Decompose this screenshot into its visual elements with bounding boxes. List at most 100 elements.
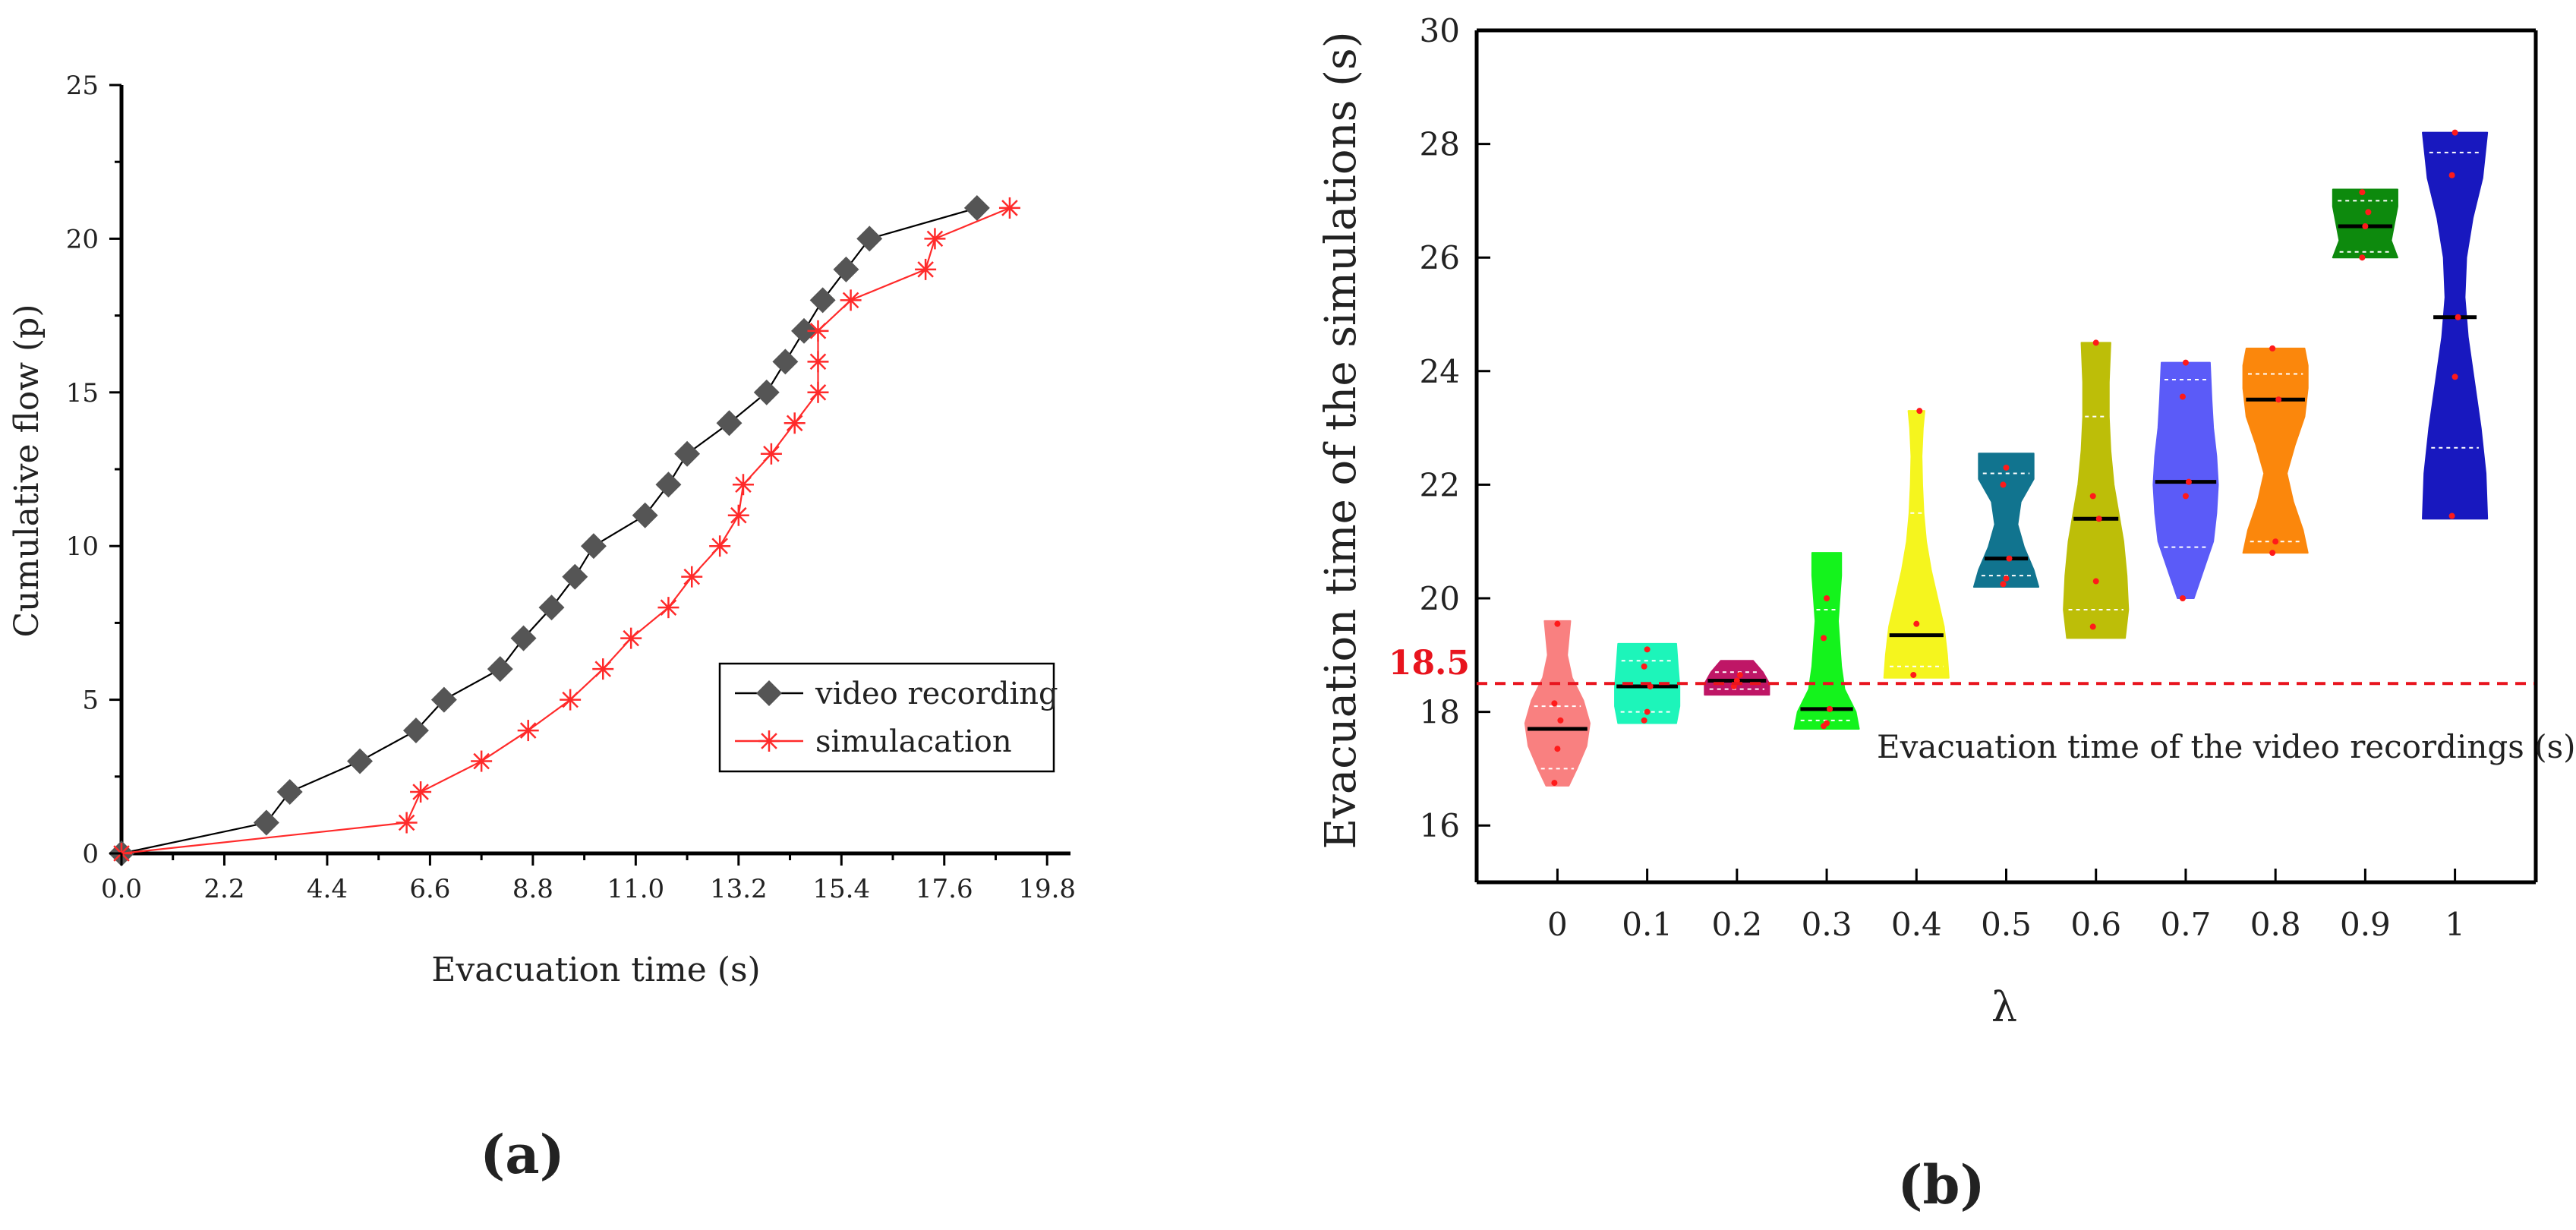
x-tick-label: 11.0 bbox=[607, 874, 664, 904]
data-point bbox=[1641, 663, 1647, 670]
x-tick-label: 6.6 bbox=[409, 874, 450, 904]
data-point-simulacation bbox=[924, 228, 946, 250]
violin-lambda-0.7 bbox=[2152, 359, 2219, 601]
b-x-tick-label: 0.1 bbox=[1622, 906, 1673, 943]
panel-b-ticks: 16 18 20 22 24 26 28 30 0 0.1 0.2 0.3 0.4 0.5 0.6 0.7 0.… bbox=[1420, 12, 2465, 943]
b-x-tick-label: 1 bbox=[2445, 906, 2465, 943]
legend-asterisk-mark bbox=[758, 730, 780, 752]
data-point bbox=[2185, 478, 2192, 485]
panel-a-line-chart: 0.0 2.2 4.4 6.6 8.8 11.0 13.2 15.4 17.6 19.8 0 5 10 1… bbox=[8, 71, 1076, 1186]
violin-lambda-1 bbox=[2422, 129, 2489, 520]
data-point-simulacation bbox=[784, 412, 806, 434]
violin-body bbox=[2422, 131, 2489, 520]
b-y-tick-label: 18 bbox=[1420, 694, 1460, 731]
data-point-simulacation-stroke bbox=[926, 230, 944, 248]
data-point-simulacation-stroke bbox=[519, 722, 537, 739]
violin-body bbox=[2242, 347, 2309, 554]
reference-line-annotation: Evacuation time of the video recordings … bbox=[1877, 728, 2576, 765]
data-point-simulacation-stroke bbox=[1001, 200, 1018, 216]
data-point bbox=[2095, 516, 2102, 522]
data-point bbox=[2455, 314, 2461, 320]
violin-lambda-0.5 bbox=[1972, 453, 2040, 588]
b-x-tick-label: 0.8 bbox=[2250, 906, 2301, 943]
data-point-video-recording bbox=[253, 809, 279, 836]
data-point-simulacation bbox=[807, 320, 829, 342]
data-point-video-recording bbox=[809, 287, 836, 314]
legend-marker-asterisk bbox=[758, 730, 780, 752]
y-tick-label: 20 bbox=[66, 224, 99, 254]
data-point bbox=[2092, 578, 2099, 585]
data-point-simulacation-stroke bbox=[786, 415, 803, 432]
y-tick-label: 5 bbox=[82, 686, 99, 716]
data-point bbox=[1551, 700, 1558, 707]
panel-a-series bbox=[109, 194, 1020, 866]
data-point-simulacation bbox=[727, 504, 749, 526]
data-point-simulacation-stroke bbox=[683, 568, 701, 585]
data-point bbox=[1736, 671, 1743, 678]
panel-b-violin-chart: 16 18 20 22 24 26 28 30 0 0.1 0.2 0.3 0.4 0.5 0.6 0.7 0.… bbox=[1316, 12, 2576, 1216]
data-point bbox=[1644, 646, 1651, 653]
panel-a-x-axis-label: Evacuation time (s) bbox=[431, 951, 760, 989]
legend-asterisk-mark-stroke bbox=[761, 733, 777, 749]
data-point-simulacation bbox=[998, 197, 1020, 219]
data-point-simulacation-stroke bbox=[842, 292, 859, 309]
y-tick-label: 25 bbox=[66, 71, 99, 101]
b-y-tick-label: 28 bbox=[1420, 126, 1460, 163]
legend-marker-diamond bbox=[756, 680, 782, 706]
series-line-simulacation bbox=[121, 207, 1011, 855]
data-point-simulacation bbox=[560, 689, 582, 711]
legend-label-simulacation: simulacation bbox=[815, 724, 1012, 759]
data-point-simulacation-stroke bbox=[473, 752, 490, 770]
b-x-tick-label: 0.3 bbox=[1802, 906, 1852, 943]
panel-a-legend: video recording simulacation bbox=[718, 662, 1058, 773]
violin-body bbox=[1793, 552, 1860, 730]
x-tick-label: 19.8 bbox=[1018, 874, 1076, 904]
data-point bbox=[2451, 129, 2458, 136]
violin-lambda-0.9 bbox=[2332, 188, 2398, 261]
x-tick-label: 8.8 bbox=[512, 874, 553, 904]
b-x-tick-label: 0.2 bbox=[1711, 906, 1762, 943]
data-point bbox=[1551, 780, 1558, 787]
data-point bbox=[2000, 581, 2007, 588]
y-tick-label: 10 bbox=[66, 531, 99, 562]
b-x-tick-label: 0.5 bbox=[1981, 906, 2032, 943]
data-point bbox=[2179, 393, 2186, 400]
b-x-tick-label: 0.4 bbox=[1891, 906, 1942, 943]
data-point-video-recording bbox=[753, 379, 780, 405]
data-point bbox=[1910, 671, 1917, 678]
violin-body bbox=[1883, 410, 1950, 679]
data-point bbox=[2451, 374, 2458, 380]
data-point-simulacation bbox=[732, 474, 754, 496]
data-point-simulacation bbox=[709, 535, 731, 557]
data-point-video-recording bbox=[276, 779, 303, 806]
data-point-simulacation-stroke bbox=[398, 814, 415, 831]
data-point-simulacation bbox=[620, 627, 642, 649]
data-point-simulacation-stroke bbox=[412, 784, 429, 800]
data-point-simulacation-stroke bbox=[711, 538, 728, 554]
b-x-tick-label: 0 bbox=[1547, 906, 1568, 943]
data-point bbox=[1821, 635, 1827, 642]
data-point bbox=[1644, 708, 1651, 715]
y-tick-label: 15 bbox=[66, 378, 99, 408]
data-point-video-recording bbox=[674, 440, 701, 467]
data-point-video-recording bbox=[655, 472, 682, 498]
data-point-video-recording bbox=[856, 226, 883, 252]
data-point bbox=[1916, 408, 1923, 415]
panel-b-x-axis-label: λ bbox=[1991, 983, 2017, 1031]
data-point bbox=[1824, 720, 1830, 727]
data-point bbox=[2362, 223, 2369, 230]
b-y-tick-label: 16 bbox=[1420, 807, 1460, 844]
data-point-simulacation-stroke bbox=[763, 445, 780, 462]
panel-b-caption: (b) bbox=[1897, 1153, 1985, 1216]
data-point-simulacation bbox=[760, 443, 782, 465]
data-point-simulacation-stroke bbox=[660, 599, 677, 616]
data-point-video-recording bbox=[963, 194, 990, 221]
data-point-simulacation-stroke bbox=[623, 629, 639, 647]
data-point bbox=[2089, 493, 2096, 500]
data-point-video-recording bbox=[402, 718, 429, 744]
data-point-simulacation bbox=[517, 720, 539, 742]
x-tick-label: 17.6 bbox=[916, 874, 973, 904]
data-point-video-recording bbox=[487, 656, 513, 683]
data-point bbox=[2089, 623, 2096, 630]
